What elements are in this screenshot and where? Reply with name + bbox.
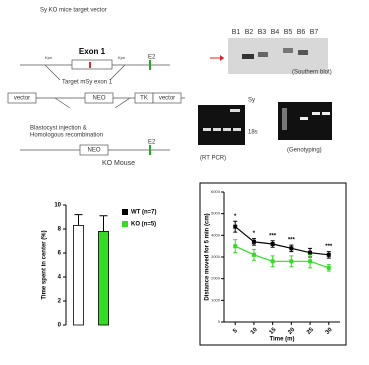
tk-label: TK [140, 96, 148, 102]
e2-label: E2 [148, 140, 156, 146]
x-tick-label: 15 [269, 326, 278, 335]
significance: *** [325, 244, 333, 250]
significance: * [253, 231, 256, 237]
gels [198, 38, 332, 145]
y-tick-label: 5000 [211, 211, 221, 216]
error-bar [74, 214, 83, 226]
legend-swatch [122, 221, 128, 227]
point [289, 259, 294, 264]
point [270, 242, 275, 246]
x-tick-label: 10 [250, 326, 259, 335]
y-tick-label: 0 [218, 319, 221, 324]
y-tick-label: 2000 [211, 276, 221, 281]
gel-caption: (Southern blot) [292, 70, 332, 76]
series-line [234, 245, 329, 269]
bar [73, 224, 84, 326]
step-label: Blastocyst injection & [30, 126, 87, 132]
lane-label: B2 [245, 29, 254, 36]
lane-label: B6 [297, 29, 306, 36]
vector-label: vector [159, 96, 175, 102]
point [308, 259, 313, 264]
gel-label: Sy [248, 98, 255, 104]
y-tick-label: 8 [58, 227, 62, 233]
legend-label: KO (n=5) [131, 222, 156, 228]
y-tick-label: 4 [58, 275, 62, 281]
diagram [7, 59, 185, 156]
lane-label: B1 [232, 29, 241, 36]
lane-label: B7 [310, 29, 319, 36]
y-tick-label: 1000 [211, 297, 221, 302]
lane-label: B4 [271, 29, 280, 36]
neo-label: NEO [92, 96, 105, 102]
y-tick-label: 6 [58, 251, 62, 257]
point [289, 246, 294, 251]
significance: *** [288, 238, 296, 244]
point [251, 239, 256, 244]
legend-label: WT (n=7) [131, 210, 157, 216]
exon-label: Exon 1 [79, 47, 106, 56]
gel-label: 18s [248, 130, 258, 136]
significance: *** [269, 233, 277, 239]
x-tick-label: 5 [232, 328, 239, 335]
site-label: Kpn [118, 55, 125, 60]
y-axis-label: Distance moved for 5 min (cm) [205, 213, 211, 300]
point [233, 244, 238, 249]
e2-label: E2 [148, 55, 156, 61]
y-axis-label: Time spent in center (%) [42, 230, 48, 299]
series-line [234, 226, 329, 256]
x-tick-label: 30 [325, 326, 334, 335]
y-tick-label: 2 [58, 299, 62, 305]
legend-swatch [122, 209, 128, 215]
y-tick-label: 6000 [211, 189, 221, 194]
y-tick-label: 10 [54, 203, 61, 209]
site-label: Kpn [45, 55, 52, 60]
step-label: Homologous recombination [30, 133, 103, 139]
point [251, 252, 256, 257]
neo-label: NEO [87, 148, 100, 154]
target-label: Target mSy exon 1 [62, 80, 113, 86]
bar [98, 230, 109, 326]
point [233, 224, 238, 229]
panel-frame [199, 182, 347, 346]
point [326, 265, 331, 270]
point [326, 252, 331, 257]
gel-caption: (RT PCR) [200, 156, 226, 162]
y-tick-label: 3000 [211, 254, 221, 259]
point [270, 259, 275, 264]
lane-label: B5 [284, 29, 293, 36]
x-axis-label: Time (m) [270, 337, 295, 343]
lane-label: B3 [258, 29, 267, 36]
significance: * [234, 214, 237, 220]
x-tick-label: 25 [306, 326, 315, 335]
vector-label: vector [14, 96, 30, 102]
y-tick-label: 4000 [211, 232, 221, 237]
error-bar [99, 215, 108, 232]
diagram-title: Sy KO mice target vector [40, 8, 107, 14]
ko-mouse-label: KO Mouse [102, 160, 135, 167]
y-tick-label: 0 [58, 323, 62, 329]
point [308, 250, 313, 255]
x-tick-label: 20 [287, 326, 296, 335]
gel-caption: (Genotyping) [287, 148, 322, 154]
